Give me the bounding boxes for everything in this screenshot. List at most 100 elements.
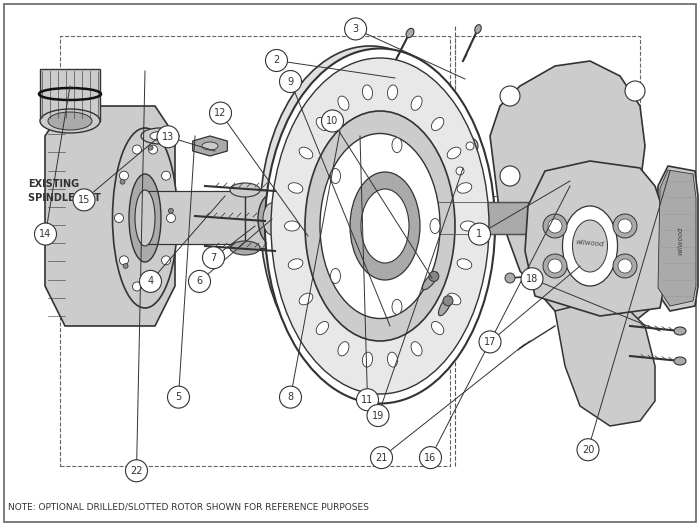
Ellipse shape (40, 109, 100, 133)
Ellipse shape (363, 85, 372, 100)
Ellipse shape (422, 272, 438, 290)
Ellipse shape (674, 327, 686, 335)
Circle shape (548, 259, 562, 273)
Ellipse shape (300, 173, 304, 179)
Ellipse shape (351, 116, 358, 122)
Ellipse shape (411, 96, 422, 110)
Text: 20: 20 (582, 444, 594, 455)
Polygon shape (45, 106, 175, 326)
Text: 17: 17 (484, 337, 496, 347)
Ellipse shape (320, 138, 420, 294)
Ellipse shape (302, 149, 307, 156)
Ellipse shape (406, 28, 414, 38)
Ellipse shape (123, 264, 128, 268)
Circle shape (125, 460, 148, 482)
Ellipse shape (48, 112, 92, 130)
Text: 12: 12 (214, 108, 227, 118)
Ellipse shape (305, 118, 375, 234)
Ellipse shape (363, 352, 372, 367)
Ellipse shape (330, 268, 340, 284)
Circle shape (577, 439, 599, 461)
Ellipse shape (372, 149, 378, 156)
Text: 22: 22 (130, 466, 143, 476)
Polygon shape (658, 170, 696, 306)
Ellipse shape (315, 135, 365, 217)
Circle shape (456, 167, 464, 175)
Ellipse shape (351, 230, 358, 236)
Ellipse shape (539, 202, 561, 234)
Ellipse shape (120, 171, 129, 180)
Text: wilwood: wilwood (677, 227, 683, 255)
Bar (340, 202, 550, 234)
Polygon shape (193, 136, 228, 156)
Text: 15: 15 (78, 195, 90, 205)
Circle shape (356, 389, 379, 411)
Ellipse shape (372, 196, 378, 203)
Ellipse shape (150, 132, 170, 140)
Circle shape (279, 386, 302, 408)
Ellipse shape (288, 183, 303, 193)
Ellipse shape (338, 96, 349, 110)
Ellipse shape (258, 194, 286, 244)
Circle shape (279, 70, 302, 93)
Circle shape (157, 126, 179, 148)
Text: 3: 3 (353, 24, 358, 34)
Ellipse shape (230, 241, 260, 255)
Text: wilwood: wilwood (575, 239, 605, 247)
Ellipse shape (120, 179, 125, 184)
Ellipse shape (411, 342, 422, 356)
Circle shape (618, 259, 632, 273)
Circle shape (543, 254, 567, 278)
Ellipse shape (271, 58, 489, 394)
Text: 1: 1 (477, 229, 482, 239)
Ellipse shape (167, 214, 176, 222)
Ellipse shape (284, 221, 300, 231)
Polygon shape (490, 61, 665, 326)
Bar (245, 190, 275, 248)
Ellipse shape (338, 342, 349, 356)
Circle shape (613, 254, 637, 278)
Ellipse shape (322, 230, 329, 236)
Ellipse shape (375, 173, 381, 179)
Ellipse shape (447, 293, 461, 305)
Ellipse shape (330, 168, 340, 184)
Ellipse shape (475, 25, 481, 33)
Ellipse shape (550, 183, 600, 253)
Ellipse shape (364, 129, 370, 135)
Ellipse shape (430, 218, 440, 234)
Circle shape (605, 266, 625, 286)
Ellipse shape (148, 282, 158, 291)
Ellipse shape (322, 116, 329, 122)
Ellipse shape (457, 183, 472, 193)
Circle shape (462, 138, 478, 154)
Ellipse shape (162, 171, 171, 180)
Ellipse shape (302, 196, 307, 203)
Polygon shape (656, 166, 698, 311)
Circle shape (613, 214, 637, 238)
Ellipse shape (388, 352, 398, 367)
Ellipse shape (558, 194, 592, 242)
Circle shape (321, 110, 344, 132)
Ellipse shape (132, 145, 141, 154)
Circle shape (479, 331, 501, 353)
Circle shape (167, 386, 190, 408)
Circle shape (419, 447, 442, 469)
Ellipse shape (326, 154, 354, 198)
Ellipse shape (162, 256, 171, 265)
Ellipse shape (337, 112, 344, 116)
Ellipse shape (447, 147, 461, 159)
Ellipse shape (120, 256, 129, 265)
Ellipse shape (305, 111, 455, 341)
Ellipse shape (230, 183, 260, 197)
Text: 13: 13 (162, 132, 174, 142)
Ellipse shape (310, 217, 316, 223)
Ellipse shape (438, 296, 452, 316)
Circle shape (202, 247, 225, 269)
Text: 6: 6 (197, 276, 202, 287)
Ellipse shape (263, 203, 281, 235)
Circle shape (500, 86, 520, 106)
Ellipse shape (115, 214, 123, 222)
Circle shape (500, 166, 520, 186)
Ellipse shape (350, 172, 420, 280)
Ellipse shape (361, 189, 409, 263)
